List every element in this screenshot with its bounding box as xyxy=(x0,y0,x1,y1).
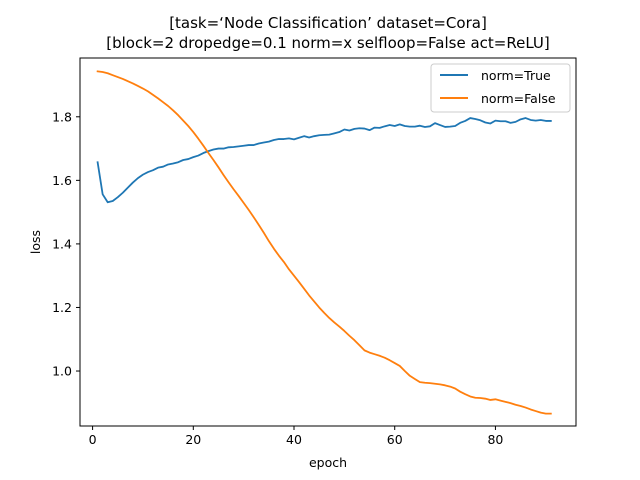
series-line-norm-true xyxy=(96,117,552,204)
y-tick-label: 1.8 xyxy=(52,109,72,124)
y-axis-ticks: 1.0 1.2 1.4 1.6 1.8 xyxy=(52,109,80,379)
y-tick-label: 1.6 xyxy=(52,173,72,188)
x-tick-label: 60 xyxy=(387,432,403,447)
y-tick-label: 1.0 xyxy=(52,364,72,379)
legend: norm=True norm=False xyxy=(430,63,571,113)
chart-title-line1: [task=‘Node Classification’ dataset=Cora… xyxy=(169,14,487,32)
series-group xyxy=(96,70,552,415)
y-axis-label: loss xyxy=(28,230,43,254)
legend-label-norm-false: norm=False xyxy=(481,91,556,106)
plot-frame xyxy=(79,57,577,427)
y-tick-label: 1.4 xyxy=(52,236,72,251)
legend-label-norm-true: norm=True xyxy=(481,68,551,83)
x-tick-label: 80 xyxy=(487,432,503,447)
x-tick-label: 0 xyxy=(89,432,97,447)
x-tick-label: 20 xyxy=(185,432,201,447)
x-axis-ticks: 0 20 40 60 80 xyxy=(89,426,503,447)
y-tick-label: 1.2 xyxy=(52,300,72,315)
series-line-norm-false xyxy=(96,70,552,415)
x-axis-label: epoch xyxy=(309,455,347,470)
chart-title-line2: [block=2 dropedge=0.1 norm=x selfloop=Fa… xyxy=(106,34,550,52)
x-tick-label: 40 xyxy=(286,432,302,447)
